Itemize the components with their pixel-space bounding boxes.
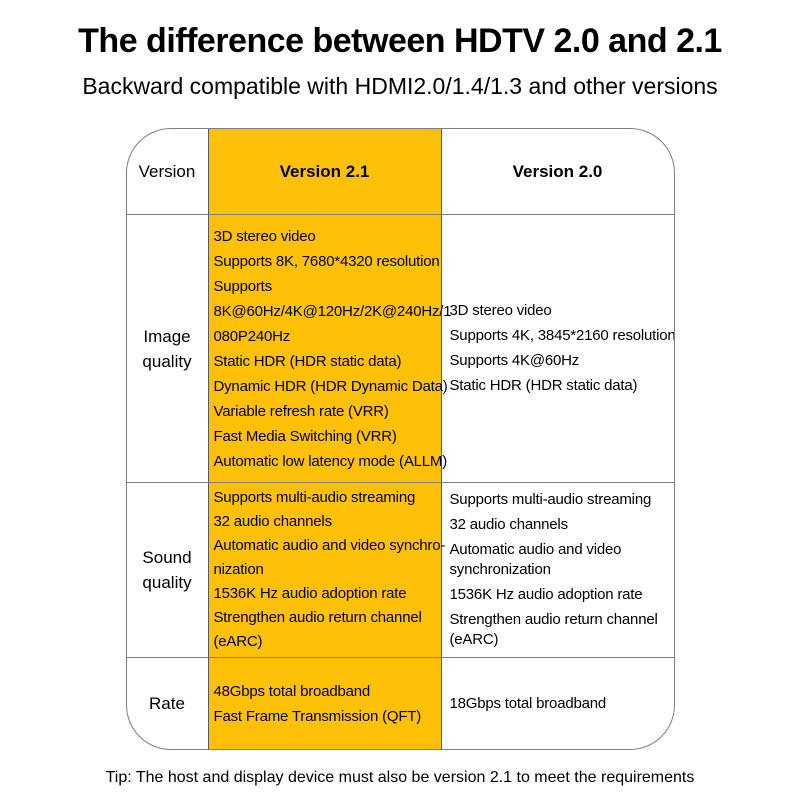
feature-line: 18Gbps total broadband: [449, 694, 607, 712]
cell-rate-v21: 48Gbps total broadband Fast Frame Transmi…: [207, 657, 442, 749]
feature-line: Strengthen audio return channel: [213, 609, 422, 626]
feature-line: 8K@60Hz/4K@120Hz/2K@240Hz/1: [213, 302, 452, 320]
page-title: The difference between HDTV 2.0 and 2.1: [78, 22, 722, 60]
feature-line: nization: [213, 561, 264, 578]
feature-line: 1536K Hz audio adoption rate: [449, 586, 643, 603]
feature-line: Static HDR (HDR static data): [449, 377, 638, 394]
page-subtitle: Backward compatible with HDMI2.0/1.4/1.3…: [82, 73, 718, 99]
footer-tip: Tip: The host and display device must al…: [105, 769, 695, 786]
row-label-sound-quality: Sound quality: [126, 482, 208, 657]
feature-line: 32 audio channels: [449, 516, 569, 533]
header-version-2-1: Version 2.1: [207, 129, 442, 214]
feature-line: 080P240Hz: [213, 327, 291, 345]
feature-line: Supports: [213, 277, 273, 295]
cell-rate-v20: 18Gbps total broadband: [441, 657, 674, 749]
feature-line: 32 audio channels: [213, 513, 333, 530]
cell-image-quality-v21: 3D stereo video Supports 8K, 7680*4320 re…: [207, 214, 452, 482]
feature-line: Automatic audio and video: [449, 541, 622, 558]
feature-line: Automatic audio and video synchronization: [450, 540, 622, 580]
feature-line: Strengthen audio return channel (eARC): [450, 610, 658, 650]
feature-line: Supports 4K@60Hz: [450, 351, 580, 371]
feature-line: Supports multi-audio streaming: [450, 490, 652, 510]
feature-line: 48Gbps total broadband: [213, 682, 371, 700]
feature-line: Supports 4K, 3845*2160 resolution: [449, 326, 675, 346]
feature-line: Fast Frame Transmission (QFT): [213, 707, 422, 725]
feature-line: Automatic low latency mode (ALLM): [213, 452, 448, 470]
feature-line: Variable refresh rate (VRR): [213, 402, 389, 420]
comparison-table: Version Version 2.1 Version 2.0 Image qu…: [125, 128, 675, 750]
feature-line: synchronization: [449, 561, 551, 578]
feature-line: (eARC): [449, 631, 499, 648]
feature-line: Static HDR (HDR static data): [450, 376, 638, 396]
cell-image-quality-v20: 3D stereo video Supports 4K, 3845*2160 re…: [441, 214, 675, 482]
feature-line: 32 audio channels: [449, 515, 569, 535]
feature-line: Fast Media Switching (VRR): [213, 427, 397, 445]
feature-line: Supports 8K, 7680*4320 resolution: [213, 252, 440, 270]
header-version-label: Version: [138, 161, 196, 181]
feature-line: Static HDR (HDR static data): [213, 352, 402, 370]
feature-line: Supports 4K@60Hz: [449, 352, 580, 369]
feature-line: (eARC): [213, 633, 263, 650]
header-version-2-0: Version 2.0: [512, 161, 603, 181]
feature-line: Strengthen audio return channel: [449, 611, 658, 628]
feature-line: 1536K Hz audio adoption rate: [213, 585, 407, 602]
row-label-rate: Rate: [126, 657, 208, 749]
cell-sound-quality-v21: Supports multi-audio streaming 32 audio c…: [207, 482, 445, 657]
feature-line: 18Gbps total broadband: [450, 694, 607, 714]
feature-line: 3D stereo video: [213, 227, 316, 245]
feature-line: Supports multi-audio streaming: [213, 489, 416, 506]
feature-line: Automatic audio and video synchro-: [213, 537, 446, 554]
feature-line: 3D stereo video: [450, 301, 552, 321]
feature-line: Supports multi-audio streaming: [449, 491, 652, 508]
cell-sound-quality-v20: Supports multi-audio streaming 32 audio c…: [441, 482, 674, 657]
feature-line: Supports 4K, 3845*2160 resolution: [449, 327, 675, 344]
feature-line: 3D stereo video: [449, 302, 552, 319]
row-label-image-quality: Image quality: [126, 214, 208, 482]
feature-line: Dynamic HDR (HDR Dynamic Data): [213, 377, 448, 395]
feature-line: 1536K Hz audio adoption rate: [450, 585, 643, 605]
